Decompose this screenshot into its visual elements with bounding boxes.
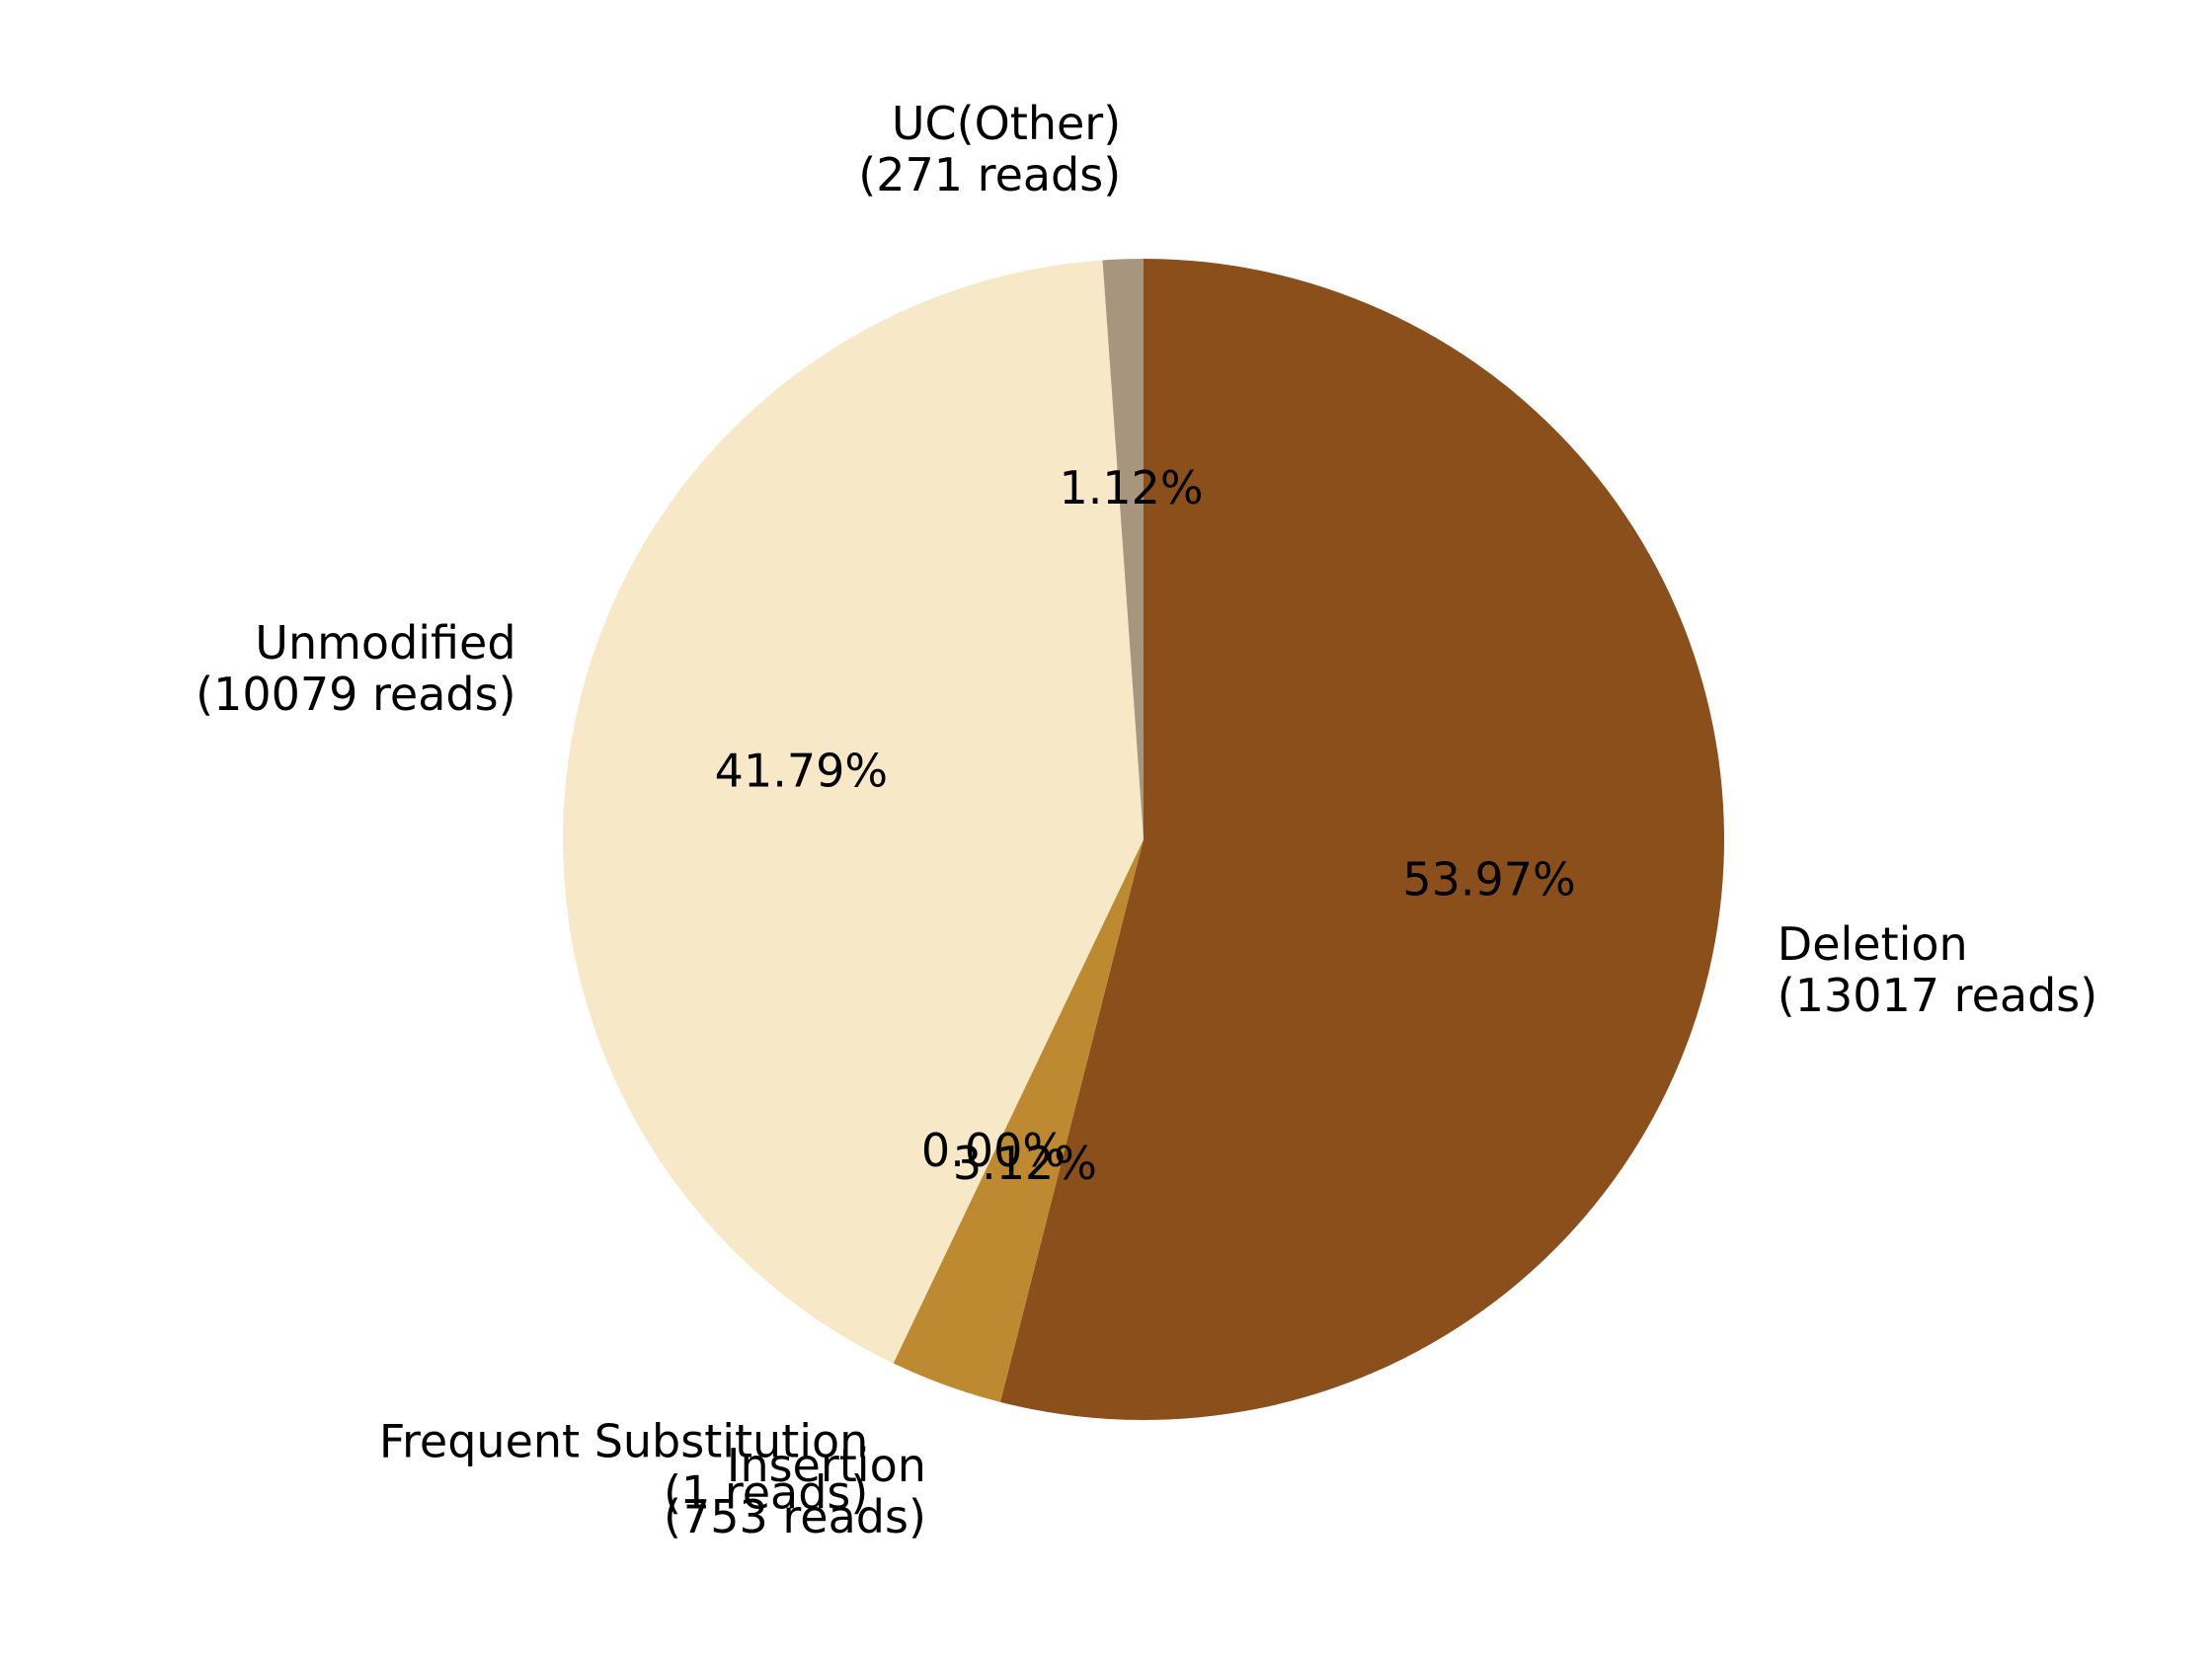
category-reads: (753 reads) <box>664 1490 926 1543</box>
category-label-frequent-substitution: Frequent Substitution (1 reads) <box>379 1414 868 1519</box>
percent-label-uc-other: 1.12% <box>1059 461 1203 514</box>
category-name: Unmodified <box>255 616 515 670</box>
percent-labels: 53.97% 3.12%0.00% 41.79% 1.12% <box>715 461 1576 1190</box>
category-reads: (1 reads) <box>664 1465 868 1519</box>
category-reads: (271 reads) <box>858 148 1121 201</box>
pie-slice-insertion <box>893 839 1144 1402</box>
category-name: Deletion <box>1778 917 1968 971</box>
pie-slices <box>562 259 1724 1421</box>
category-label-insertion: Insertion (753 reads) <box>664 1439 926 1543</box>
percent-label-deletion: 53.97% <box>1402 852 1575 906</box>
percent-label-unmodified: 41.79% <box>715 745 888 798</box>
category-name: UC(Other) <box>892 97 1121 150</box>
pie-slice-frequent-substitution <box>893 839 1144 1364</box>
category-name: Insertion <box>727 1439 926 1492</box>
category-reads: (10079 reads) <box>196 668 515 721</box>
category-label-uc-other: UC(Other) (271 reads) <box>858 97 1121 201</box>
category-label-deletion: Deletion (13017 reads) <box>1778 917 2097 1022</box>
category-name: Frequent Substitution <box>379 1414 868 1467</box>
pie-slice-unmodified <box>562 260 1144 1364</box>
category-label-unmodified: Unmodified (10079 reads) <box>196 616 515 721</box>
percent-label-frequent-substitution: 0.00% <box>921 1124 1066 1177</box>
pie-slice-uc-other <box>1102 259 1144 839</box>
pie-slice-deletion <box>1000 259 1724 1421</box>
category-reads: (13017 reads) <box>1778 969 2097 1022</box>
percent-label-insertion: 3.12% <box>953 1137 1097 1190</box>
category-labels: Deletion (13017 reads) Insertion (753 reads… <box>196 97 2097 1543</box>
